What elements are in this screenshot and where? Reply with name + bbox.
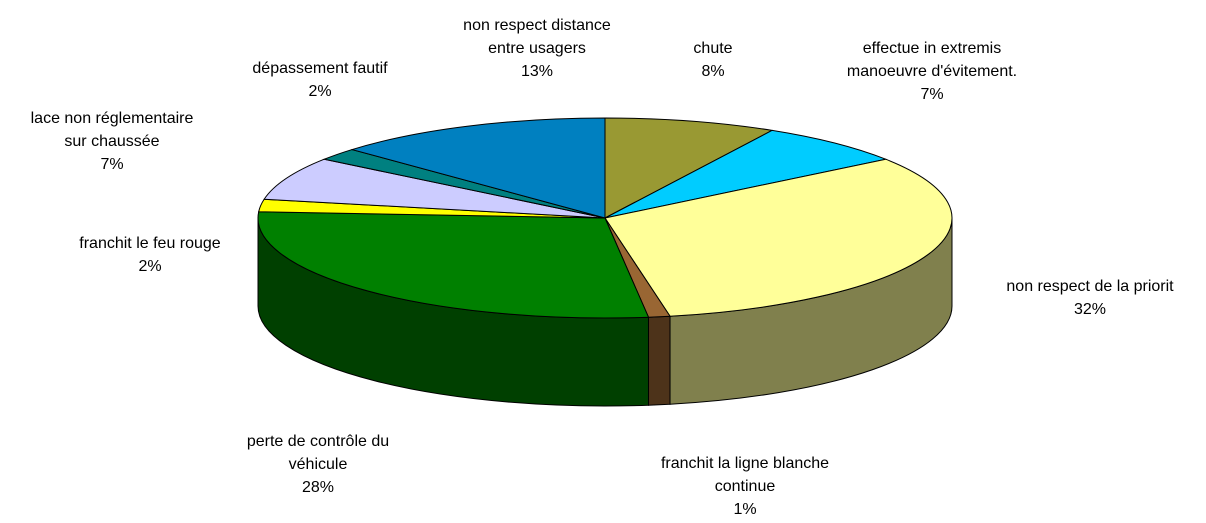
category-label: franchit le feu rouge (79, 235, 221, 252)
value-label: 2% (308, 83, 332, 100)
slice-label: chute 8% (583, 37, 843, 83)
value-label: 7% (100, 156, 124, 173)
pie-slice (350, 117, 606, 219)
pie-slice (604, 117, 774, 219)
slice-label: dépassement fautif 2% (190, 57, 450, 103)
slice-label: franchit la ligne blanche continue 1% (615, 452, 875, 521)
value-label: 7% (920, 86, 944, 103)
category-label: perte de contrôle du véhicule (246, 433, 390, 473)
value-label: 28% (301, 479, 335, 496)
value-label: 2% (138, 258, 162, 275)
value-label: 13% (520, 63, 554, 80)
slice-label: lace non réglementaire sur chaussée 7% (0, 107, 242, 176)
category-label: non respect de la priorit (1006, 278, 1174, 295)
value-label: 8% (701, 63, 725, 80)
slice-label: franchit le feu rouge 2% (20, 232, 280, 278)
category-label: dépassement fautif (252, 60, 388, 77)
slice-label: effectue in extremis manoeuvre d'éviteme… (802, 37, 1062, 106)
category-label: non respect distance entre usagers (463, 17, 611, 57)
slice-label: non respect de la priorit 32% (960, 275, 1206, 321)
category-label: chute (693, 40, 733, 57)
slice-label: perte de contrôle du véhicule 28% (188, 430, 448, 499)
value-label: 32% (1073, 301, 1107, 318)
slice-label: non respect distance entre usagers 13% (407, 14, 667, 83)
pie-slice (604, 129, 888, 219)
category-label: franchit la ligne blanche continue (660, 455, 830, 495)
pie-slice (604, 158, 953, 317)
value-label: 1% (733, 501, 757, 518)
pie-slice (263, 158, 606, 219)
category-label: effectue in extremis manoeuvre d'éviteme… (846, 40, 1018, 80)
pie-slice-side (647, 315, 671, 406)
pie-slice (257, 211, 650, 319)
category-label: lace non réglementaire sur chaussée (30, 110, 194, 150)
